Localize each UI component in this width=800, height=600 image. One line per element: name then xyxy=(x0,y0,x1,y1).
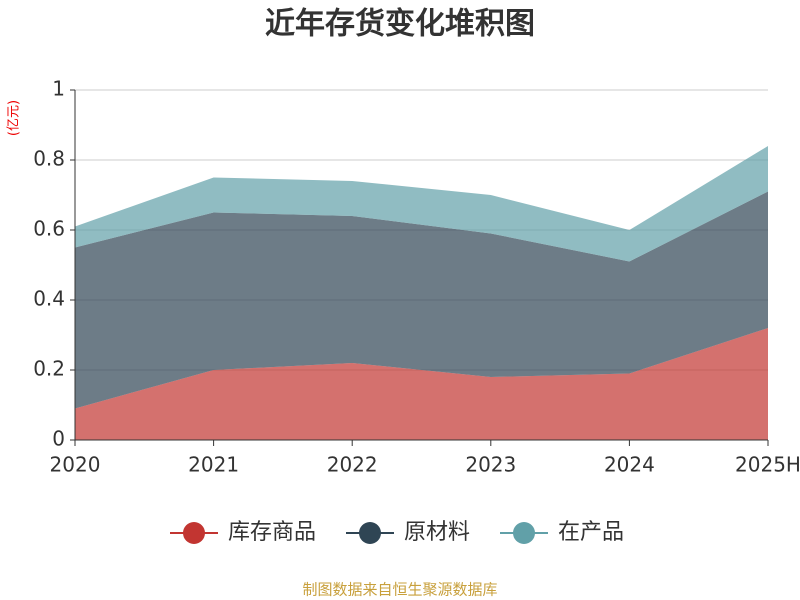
y-tick-label: 1 xyxy=(52,77,65,101)
area xyxy=(75,328,768,440)
x-tick-label: 2022 xyxy=(327,453,378,477)
x-tick-label: 2020 xyxy=(50,453,101,477)
source-note: 制图数据来自恒生聚源数据库 xyxy=(302,581,497,599)
x-tick-label: 2023 xyxy=(465,453,516,477)
legend-icon xyxy=(183,522,205,544)
chart-title: 近年存货变化堆积图 xyxy=(265,7,535,42)
legend-icon xyxy=(513,522,535,544)
x-tick-label: 2025H xyxy=(735,453,800,477)
y-tick-label: 0.4 xyxy=(33,287,65,311)
legend-label: 在产品 xyxy=(558,520,624,545)
legend-label: 库存商品 xyxy=(228,520,316,545)
legend-label: 原材料 xyxy=(404,520,470,545)
area xyxy=(75,146,768,262)
y-tick-label: 0.2 xyxy=(33,357,65,381)
y-tick-label: 0 xyxy=(52,427,65,451)
area xyxy=(75,191,768,409)
y-tick-label: 0.8 xyxy=(33,147,65,171)
x-tick-label: 2021 xyxy=(188,453,239,477)
legend-icon xyxy=(359,522,381,544)
y-unit: (亿元) xyxy=(7,100,22,136)
y-tick-label: 0.6 xyxy=(33,217,65,241)
x-tick-label: 2024 xyxy=(604,453,655,477)
